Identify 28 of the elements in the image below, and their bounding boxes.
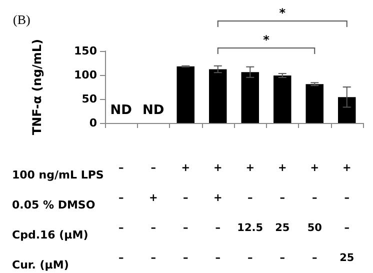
bar <box>241 72 259 123</box>
text: ND <box>110 103 132 118</box>
text: Cur. (μM) <box>12 258 69 272</box>
y-tick-label: 150 <box>74 44 98 58</box>
text: * <box>263 33 270 47</box>
category-label: + – – – <box>181 162 190 264</box>
category-label: – – – – <box>118 162 124 264</box>
y-axis-title: TNF-α (ng/mL) <box>30 38 44 136</box>
category-label: – + – – <box>148 162 158 264</box>
y-tick-label: 50 <box>82 92 98 106</box>
category-label: + – 12.5 – <box>237 162 264 264</box>
text: Cpd.16 (μM) <box>12 228 88 242</box>
y-tick-label: 100 <box>74 68 98 82</box>
bar <box>209 69 227 123</box>
text: ND <box>142 103 164 118</box>
category-label: + – 50 – <box>307 162 322 264</box>
bar <box>338 97 356 123</box>
category-label: + – 25 – <box>275 162 290 264</box>
category-label: + – – 25 <box>340 162 354 264</box>
bar <box>274 75 292 123</box>
bar <box>176 66 194 123</box>
y-tick-label: 0 <box>89 116 98 130</box>
text: * <box>279 6 286 20</box>
bar <box>306 84 324 123</box>
text: 100 ng/mL LPS <box>12 168 104 182</box>
text: 0.05 % DMSO <box>12 198 96 212</box>
chart-title: (B) <box>13 12 30 27</box>
category-label: + + – – <box>213 162 222 264</box>
